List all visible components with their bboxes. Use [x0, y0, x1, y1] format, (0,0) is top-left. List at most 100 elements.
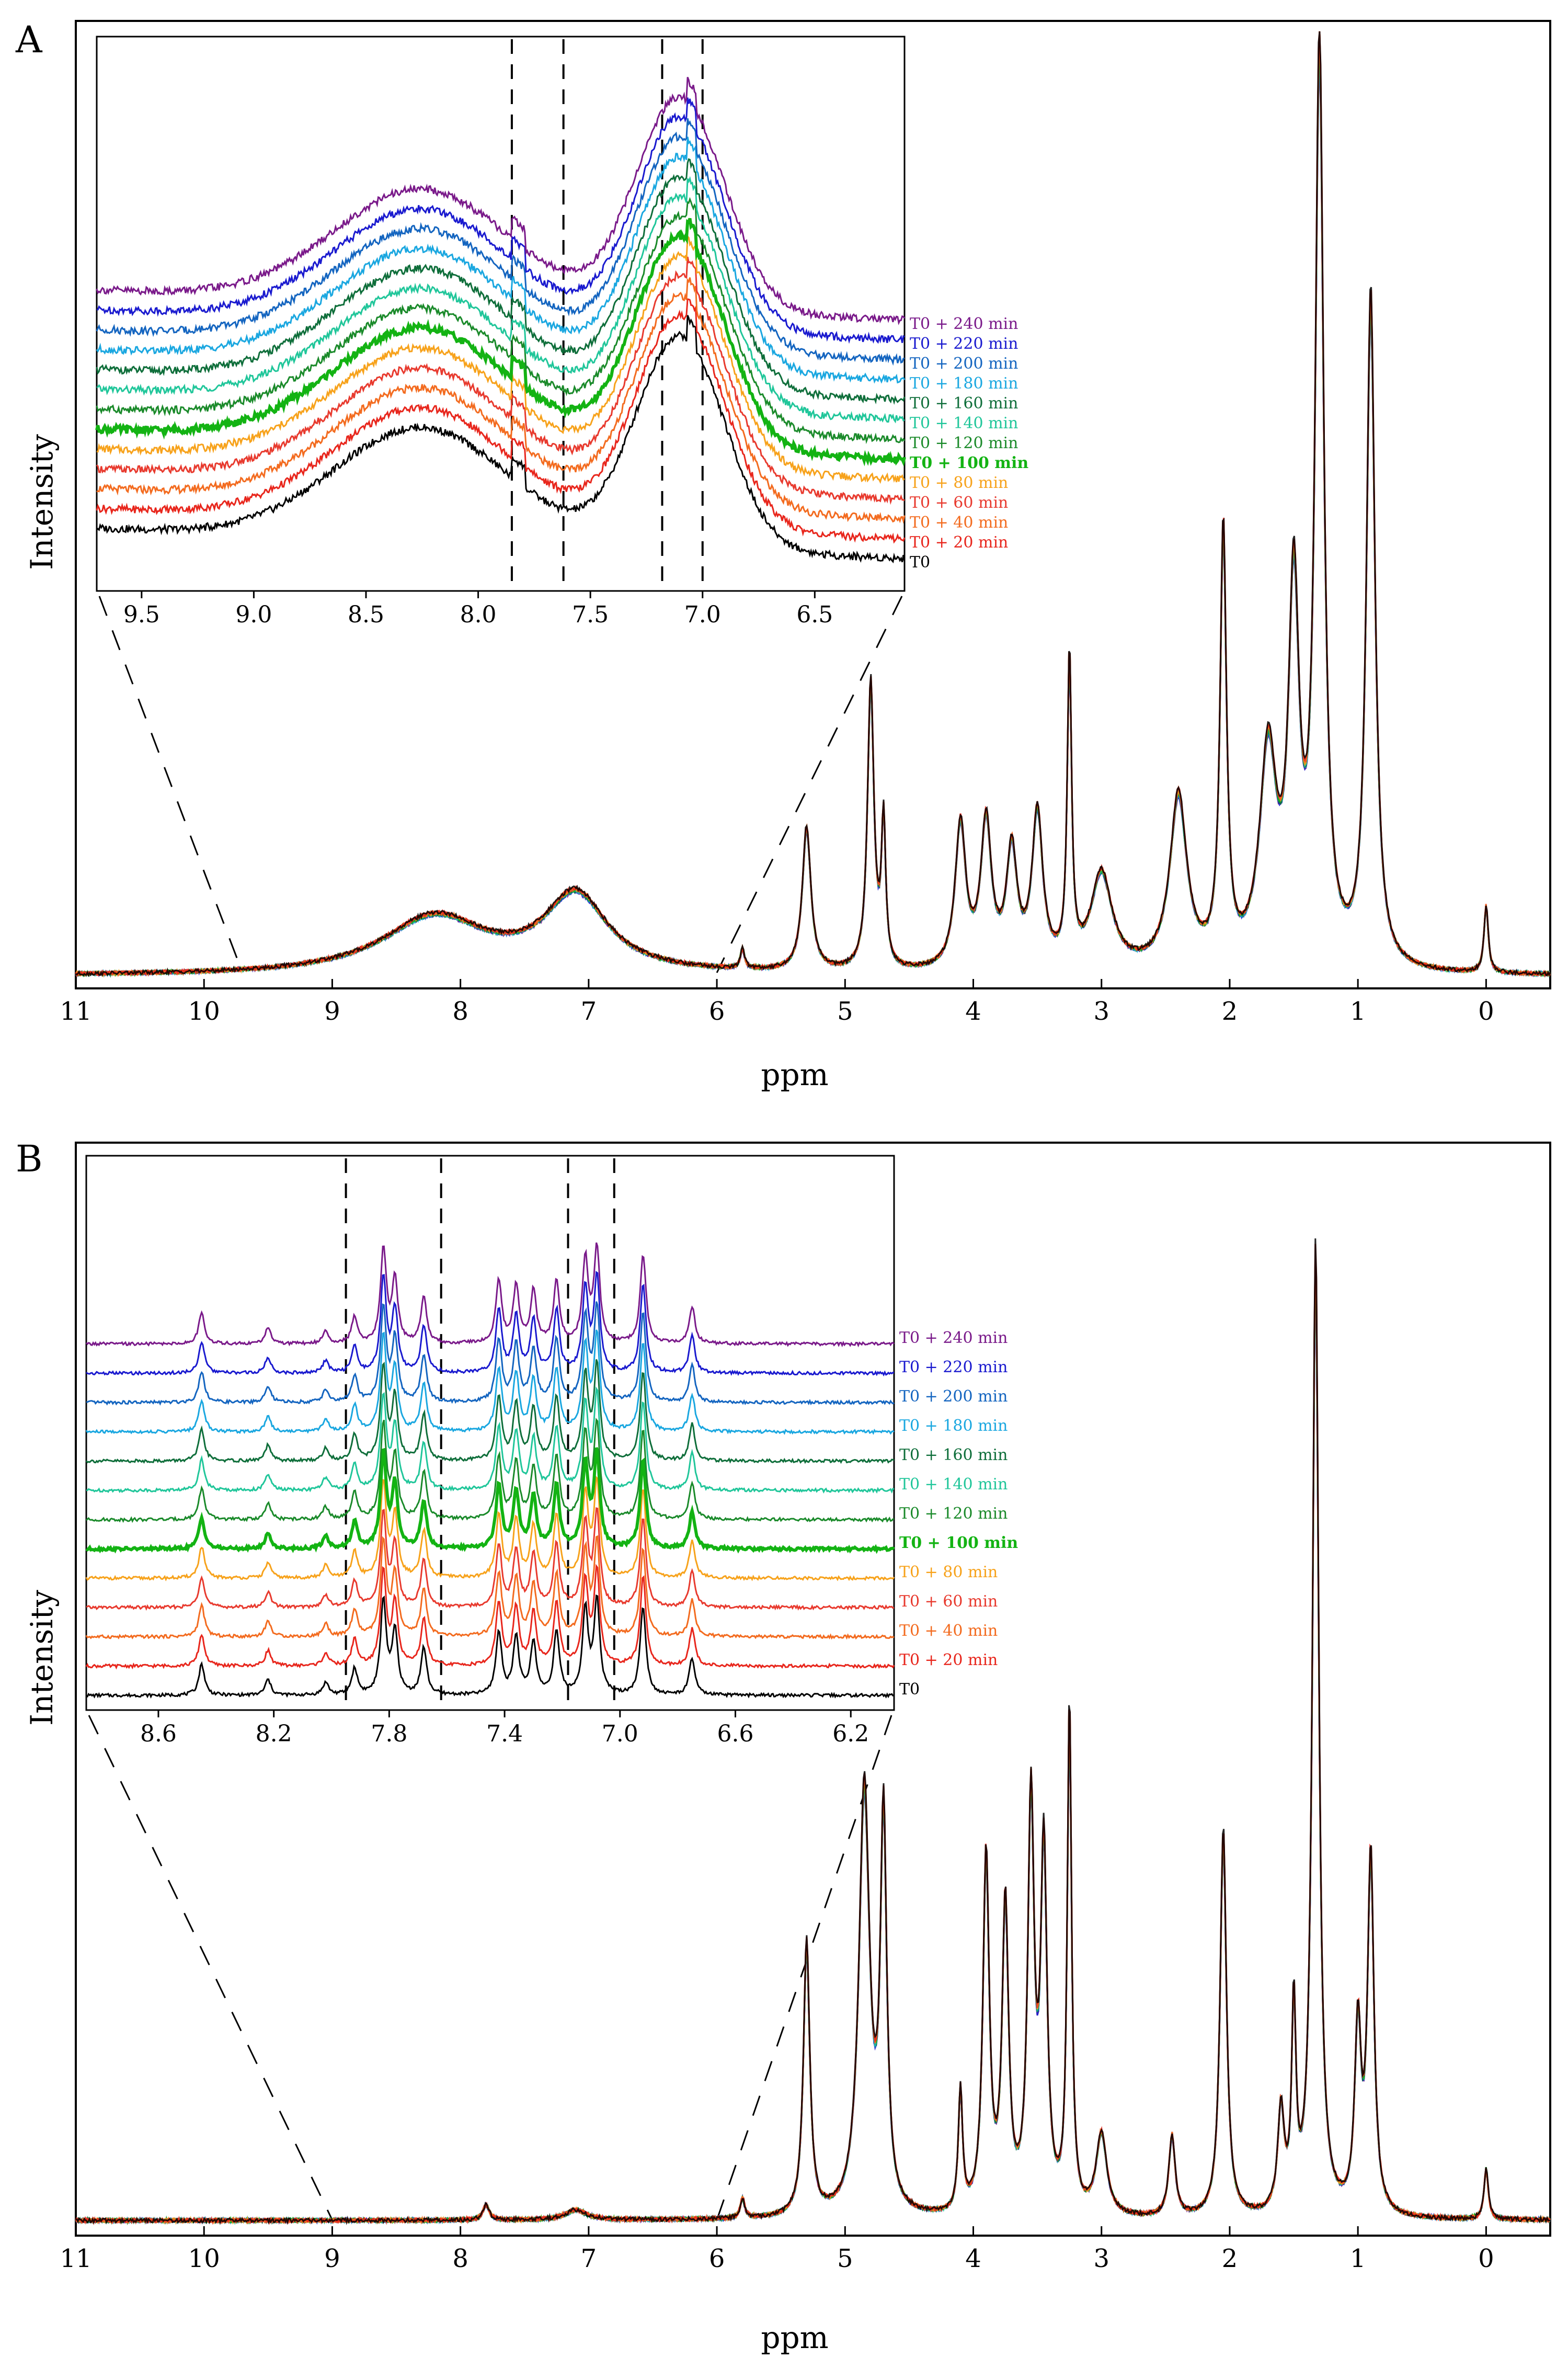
panel-b-spectra — [75, 1238, 1551, 2226]
legend-item-t0-220-min: T0 + 220 min — [899, 1358, 1008, 1376]
panel-a-inset-spectra — [95, 76, 906, 564]
panel-b-frame — [75, 1142, 1551, 2237]
inset-spectrum-line-t0-140-min — [86, 1386, 895, 1494]
zoom-line-left — [98, 596, 244, 973]
inset-x-tick-label: 6.2 — [832, 1721, 869, 1747]
inset-spectrum-line-t0-220-min — [97, 97, 905, 344]
legend-item-t0-200-min: T0 + 200 min — [899, 1387, 1008, 1406]
inset-x-tick-label: 7.5 — [572, 601, 609, 628]
inset-spectrum-line-t0-200-min — [86, 1301, 895, 1406]
x-tick-label: 9 — [324, 997, 340, 1026]
inset-x-tick-label: 7.0 — [684, 601, 721, 628]
legend-item-t0-60-min: T0 + 60 min — [910, 494, 1008, 512]
x-tick-label: 1 — [1350, 2244, 1366, 2273]
inset-spectrum-line-t0-160-min — [85, 1359, 895, 1464]
legend-item-t0-40-min: T0 + 40 min — [899, 1622, 998, 1640]
x-tick-label: 0 — [1478, 2244, 1494, 2273]
inset-spectrum-line-t0-220-min — [86, 1271, 895, 1377]
legend-item-t0-60-min: T0 + 60 min — [899, 1592, 998, 1611]
spectrum-line-t0 — [75, 31, 1551, 977]
inset-spectrum-line-t0-180-min — [96, 136, 906, 384]
panel-b-inset-legend: T0 T0 + 20 min T0 + 40 min T0 + 60 min T0 + … — [899, 1329, 1018, 1699]
panel-a-inset-dashed-lines — [510, 39, 704, 588]
inset-spectrum-line-t0-200-min — [96, 118, 905, 367]
inset-spectrum-line-t0 — [86, 1594, 895, 1699]
inset-spectrum-line-t0-40-min — [85, 1535, 895, 1640]
panel-a-frame — [75, 20, 1551, 989]
legend-item-t0-20-min: T0 + 20 min — [910, 533, 1008, 552]
inset-x-tick-label: 8.2 — [256, 1721, 292, 1747]
inset-spectrum-line-t0-240-min — [96, 76, 906, 325]
panel-b-ylabel: Intensity — [24, 1590, 60, 1726]
legend-item-t0-200-min: T0 + 200 min — [910, 355, 1018, 373]
legend-item-t0-240-min: T0 + 240 min — [899, 1329, 1008, 1347]
inset-spectrum-line-t0-180-min — [85, 1329, 895, 1435]
legend-item-t0-20-min: T0 + 20 min — [899, 1651, 998, 1669]
inset-x-tick-label: 7.8 — [371, 1721, 407, 1747]
x-tick-label: 0 — [1478, 997, 1494, 1026]
legend-item-t0-120-min: T0 + 120 min — [899, 1505, 1008, 1523]
inset-x-tick-label: 7.0 — [602, 1721, 638, 1747]
x-tick-label: 2 — [1222, 997, 1238, 1026]
inset-spectrum-line-t0-20-min — [96, 298, 906, 544]
panel-a-ylabel: Intensity — [24, 434, 60, 570]
x-tick-label: 5 — [837, 997, 853, 1026]
legend-item-t0-240-min: T0 + 240 min — [910, 315, 1018, 333]
inset-x-tick-label: 9.0 — [235, 601, 272, 628]
x-tick-label: 4 — [965, 2244, 981, 2273]
zoom-line-right — [716, 596, 903, 973]
x-tick-label: 10 — [188, 997, 220, 1026]
legend-item-t0-120-min: T0 + 120 min — [910, 434, 1018, 452]
legend-item-t0-160-min: T0 + 160 min — [899, 1446, 1008, 1464]
panel-letter-a: A — [15, 18, 43, 61]
x-tick-label: 2 — [1222, 2244, 1238, 2273]
panel-b-x-axis: 11 10 9 8 7 6 5 4 3 2 1 0 — [60, 2226, 1494, 2273]
inset-spectrum-line-t0-100-min — [95, 218, 906, 466]
legend-item-t0: T0 — [899, 1680, 920, 1699]
inset-spectrum-line-t0-100-min — [85, 1447, 895, 1554]
x-tick-label: 8 — [452, 997, 468, 1026]
inset-x-tick-label: 6.5 — [796, 601, 833, 628]
panel-b-xlabel: ppm — [761, 2320, 828, 2355]
inset-spectrum-line-t0-120-min — [85, 1417, 895, 1523]
inset-spectrum-line-t0-60-min — [86, 1507, 895, 1611]
legend-item-t0-80-min: T0 + 80 min — [910, 474, 1008, 492]
inset-x-tick-label: 7.4 — [486, 1721, 523, 1747]
legend-item-t0-100-min: T0 + 100 min — [910, 454, 1028, 472]
x-tick-label: 11 — [60, 2244, 91, 2273]
inset-spectrum-line-t0-60-min — [96, 256, 905, 505]
x-tick-label: 1 — [1350, 997, 1366, 1026]
legend-item-t0-180-min: T0 + 180 min — [910, 374, 1018, 393]
panel-a-xlabel: ppm — [761, 1057, 828, 1092]
panel-a-spectra — [75, 31, 1551, 978]
spectrum-line-t0 — [75, 1238, 1551, 2226]
legend-item-t0-140-min: T0 + 140 min — [899, 1475, 1008, 1494]
panel-a-inset-x-axis: 9.5 9.0 8.5 8.0 7.5 7.0 6.5 — [123, 591, 833, 628]
x-tick-label: 7 — [581, 2244, 597, 2273]
legend-item-t0-80-min: T0 + 80 min — [899, 1563, 998, 1581]
legend-item-t0-100-min: T0 + 100 min — [899, 1534, 1018, 1552]
x-tick-label: 3 — [1093, 2244, 1109, 2273]
panel-a: A ppm Intensity 11 10 9 8 7 6 5 4 3 2 1 0 9.5 9.0 8.5… — [15, 18, 1551, 1092]
x-tick-label: 10 — [188, 2244, 220, 2273]
legend-item-t0: T0 — [910, 553, 930, 572]
inset-spectrum-line-t0-20-min — [85, 1564, 895, 1670]
panel-b-inset-dashed-lines — [345, 1158, 615, 1707]
panel-b-zoom-lines — [88, 1715, 892, 2220]
inset-spectrum-line-t0-140-min — [96, 176, 905, 424]
panel-a-inset-frame — [96, 36, 906, 592]
inset-spectrum-line-t0-120-min — [96, 197, 906, 445]
inset-x-tick-label: 9.5 — [123, 601, 160, 628]
panel-letter-b: B — [16, 1137, 42, 1180]
inset-x-tick-label: 8.0 — [460, 601, 497, 628]
panel-b: B ppm Intensity 11 10 9 8 7 6 5 4 3 2 1 0 8.6 8.2 7.8… — [16, 1137, 1551, 2355]
inset-spectrum-line-t0-80-min — [85, 1475, 895, 1581]
legend-item-t0-180-min: T0 + 180 min — [899, 1417, 1008, 1435]
panel-b-inset-x-axis: 8.6 8.2 7.8 7.4 7.0 6.6 6.2 — [140, 1710, 869, 1747]
inset-spectrum-line-t0-240-min — [85, 1242, 895, 1348]
legend-item-t0-140-min: T0 + 140 min — [910, 414, 1018, 432]
x-tick-label: 9 — [324, 2244, 340, 2273]
inset-spectrum-line-t0-80-min — [96, 234, 905, 484]
inset-x-tick-label: 8.5 — [348, 601, 384, 628]
